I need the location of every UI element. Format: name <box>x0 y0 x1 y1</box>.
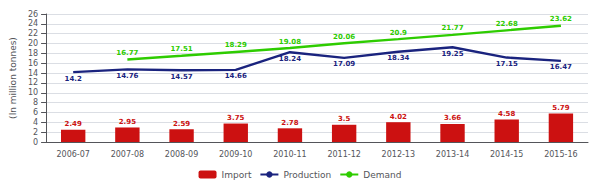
svg-text:26: 26 <box>28 10 38 19</box>
svg-text:14.76: 14.76 <box>116 72 138 80</box>
svg-text:24: 24 <box>28 19 38 28</box>
svg-text:8: 8 <box>33 98 38 107</box>
svg-text:2.95: 2.95 <box>119 118 136 126</box>
svg-text:4.02: 4.02 <box>390 113 407 121</box>
svg-text:2014-15: 2014-15 <box>490 150 523 159</box>
svg-text:18.29: 18.29 <box>225 41 247 49</box>
svg-text:2.49: 2.49 <box>65 120 82 128</box>
svg-text:16: 16 <box>28 59 38 68</box>
svg-text:2013-14: 2013-14 <box>436 150 469 159</box>
svg-text:18.34: 18.34 <box>387 54 409 62</box>
svg-text:2.78: 2.78 <box>281 119 298 127</box>
svg-text:18.24: 18.24 <box>279 55 301 63</box>
svg-text:2010-11: 2010-11 <box>273 150 306 159</box>
svg-text:17.15: 17.15 <box>496 60 518 68</box>
svg-text:Import: Import <box>222 170 252 180</box>
svg-text:2015-16: 2015-16 <box>544 150 577 159</box>
svg-text:3.5: 3.5 <box>338 115 351 123</box>
svg-text:19.25: 19.25 <box>441 50 463 58</box>
svg-text:17.51: 17.51 <box>170 45 192 53</box>
svg-text:23.62: 23.62 <box>550 15 572 23</box>
svg-text:22: 22 <box>28 29 38 38</box>
svg-text:16.77: 16.77 <box>116 49 138 57</box>
svg-text:14: 14 <box>28 69 38 78</box>
svg-text:0: 0 <box>33 138 38 147</box>
svg-text:20.06: 20.06 <box>333 33 355 41</box>
svg-text:3.75: 3.75 <box>227 114 244 122</box>
svg-text:14.2: 14.2 <box>65 75 82 83</box>
svg-text:6: 6 <box>33 108 38 117</box>
svg-text:16.47: 16.47 <box>550 63 572 71</box>
svg-text:2006-07: 2006-07 <box>56 150 89 159</box>
svg-text:2008-09: 2008-09 <box>165 150 198 159</box>
svg-text:12: 12 <box>28 78 38 87</box>
svg-text:17.09: 17.09 <box>333 60 355 68</box>
svg-text:5.79: 5.79 <box>552 104 569 112</box>
svg-text:Demand: Demand <box>363 170 401 180</box>
svg-text:2: 2 <box>33 128 38 137</box>
svg-text:2009-10: 2009-10 <box>219 150 252 159</box>
svg-text:2.59: 2.59 <box>173 120 190 128</box>
svg-text:4: 4 <box>33 118 38 127</box>
svg-text:20.9: 20.9 <box>390 29 407 37</box>
svg-text:14.57: 14.57 <box>170 73 192 81</box>
svg-text:2012-13: 2012-13 <box>382 150 415 159</box>
svg-text:2011-12: 2011-12 <box>327 150 360 159</box>
svg-text:Production: Production <box>283 170 331 180</box>
svg-text:22.68: 22.68 <box>496 20 518 28</box>
svg-text:18: 18 <box>28 49 38 58</box>
svg-text:(In million tonnes): (In million tonnes) <box>8 37 18 119</box>
svg-text:4.58: 4.58 <box>498 110 515 118</box>
svg-text:21.77: 21.77 <box>441 24 463 32</box>
svg-text:20: 20 <box>28 39 38 48</box>
svg-text:19.08: 19.08 <box>279 38 301 46</box>
svg-text:3.66: 3.66 <box>444 114 461 122</box>
svg-text:14.66: 14.66 <box>225 72 247 80</box>
svg-text:2007-08: 2007-08 <box>111 150 144 159</box>
svg-text:10: 10 <box>28 88 38 97</box>
